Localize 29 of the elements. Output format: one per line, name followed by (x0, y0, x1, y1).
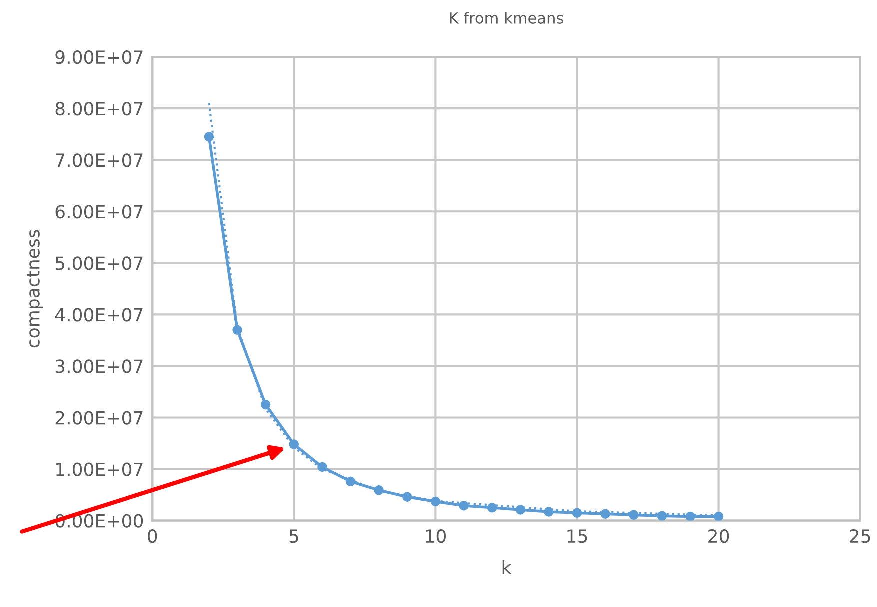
x-tick-label: 0 (148, 529, 158, 544)
point (714, 512, 724, 521)
y-tick-label: 1.00E+07 (56, 462, 143, 476)
point (657, 511, 668, 521)
y-axis-title: compactness (27, 230, 44, 348)
point (487, 503, 498, 513)
point (346, 476, 356, 487)
x-tick-label: 25 (850, 529, 870, 544)
y-tick-label: 7.00E+07 (56, 154, 143, 168)
x-tick-label: 15 (568, 530, 588, 544)
point (430, 496, 441, 507)
chart-title: K from kmeans (450, 12, 564, 24)
point (629, 510, 639, 520)
x-tick-label: 5 (290, 530, 298, 544)
point (232, 325, 242, 336)
y-tick-label: 9.00E+07 (56, 50, 143, 64)
x-axis-title: k (502, 560, 512, 574)
point (686, 512, 696, 521)
point (459, 501, 469, 511)
point (516, 505, 526, 515)
y-tick-label: 3.00E+07 (56, 360, 143, 374)
point (204, 132, 214, 142)
y-tick-label: 4.00E+07 (55, 308, 143, 322)
y-tick-label: 8.00E+07 (56, 102, 143, 116)
y-tick-label: 5.00E+07 (56, 256, 143, 270)
y-tick-label: 2.00E+07 (56, 411, 143, 425)
x-tick-label: 20 (708, 529, 730, 544)
x-tick-label: 10 (426, 529, 446, 544)
y-tick-label: 6.00E+07 (56, 205, 143, 219)
